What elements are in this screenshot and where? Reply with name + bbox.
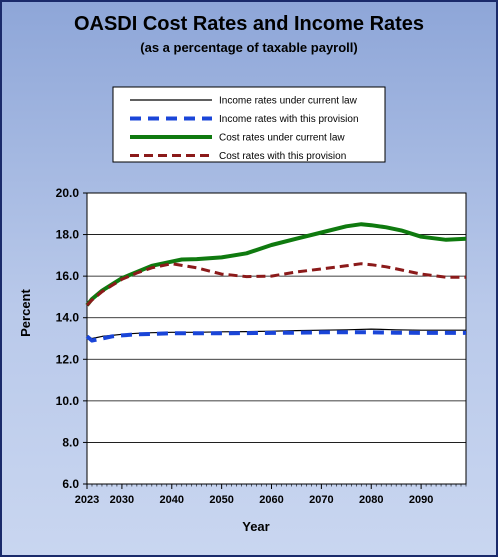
x-tick-label: 2040 [160,494,184,506]
plot-area [86,192,467,485]
x-tick-label: 2070 [309,494,333,506]
y-tick-label: 18.0 [56,228,80,242]
y-tick-label: 20.0 [56,186,80,200]
y-tick-label: 16.0 [56,269,80,283]
y-axis-label: Percent [18,288,33,336]
x-tick-label: 2080 [359,494,383,506]
y-tick-label: 8.0 [62,435,79,449]
chart-title: OASDI Cost Rates and Income Rates [74,13,424,35]
series-line-1 [85,330,466,343]
x-tick-label: 2090 [409,494,433,506]
x-tick-label: 2060 [259,494,283,506]
y-tick-label: 12.0 [56,352,80,366]
x-tick-label: 2030 [110,494,134,506]
y-tick-label: 14.0 [56,311,80,325]
legend-label-1: Income rates with this provision [219,114,359,125]
x-tick-label: 2023 [75,494,99,506]
series-line-2 [85,222,467,307]
y-tick-label: 10.0 [56,394,80,408]
y-tick-label: 6.0 [62,477,79,491]
x-axis-label: Year [242,519,269,534]
legend-label-3: Cost rates with this provision [219,151,346,162]
x-tick-label: 2050 [209,494,233,506]
legend-label-0: Income rates under current law [219,96,358,107]
chart-subtitle: (as a percentage of taxable payroll) [140,40,357,55]
series-line-3 [85,262,466,307]
legend: Income rates under current law Income rat… [112,86,386,163]
legend-label-2: Cost rates under current law [219,133,345,144]
